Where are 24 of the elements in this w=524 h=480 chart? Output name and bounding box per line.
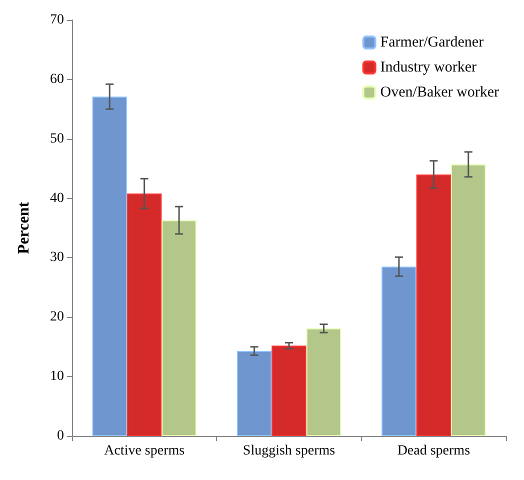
legend-label: Oven/Baker worker xyxy=(380,84,500,100)
bar xyxy=(236,351,272,436)
bar xyxy=(162,220,196,436)
bar xyxy=(382,266,416,436)
bar xyxy=(92,96,127,436)
bar xyxy=(416,174,452,436)
y-tick-label: 10 xyxy=(50,369,64,384)
y-tick-label: 0 xyxy=(57,428,64,444)
legend-label: Industry worker xyxy=(380,60,477,76)
y-tick-label: 40 xyxy=(50,190,64,206)
bar xyxy=(272,346,306,436)
y-tick-label: 30 xyxy=(50,250,64,266)
y-tick-label: 60 xyxy=(50,72,64,87)
bar xyxy=(451,164,486,436)
bar xyxy=(306,328,342,436)
legend-label: Farmer/Gardener xyxy=(380,34,484,50)
y-tick-label: 50 xyxy=(50,131,64,146)
y-tick-label: 70 xyxy=(50,12,64,28)
y-tick-label: 20 xyxy=(50,310,64,325)
x-tick-label: Active sperms xyxy=(104,444,185,458)
x-tick-label: Dead sperms xyxy=(397,444,470,458)
bar xyxy=(126,194,162,436)
y-axis-title: Percent xyxy=(16,201,32,254)
x-tick-label: Sluggish sperms xyxy=(242,444,336,458)
